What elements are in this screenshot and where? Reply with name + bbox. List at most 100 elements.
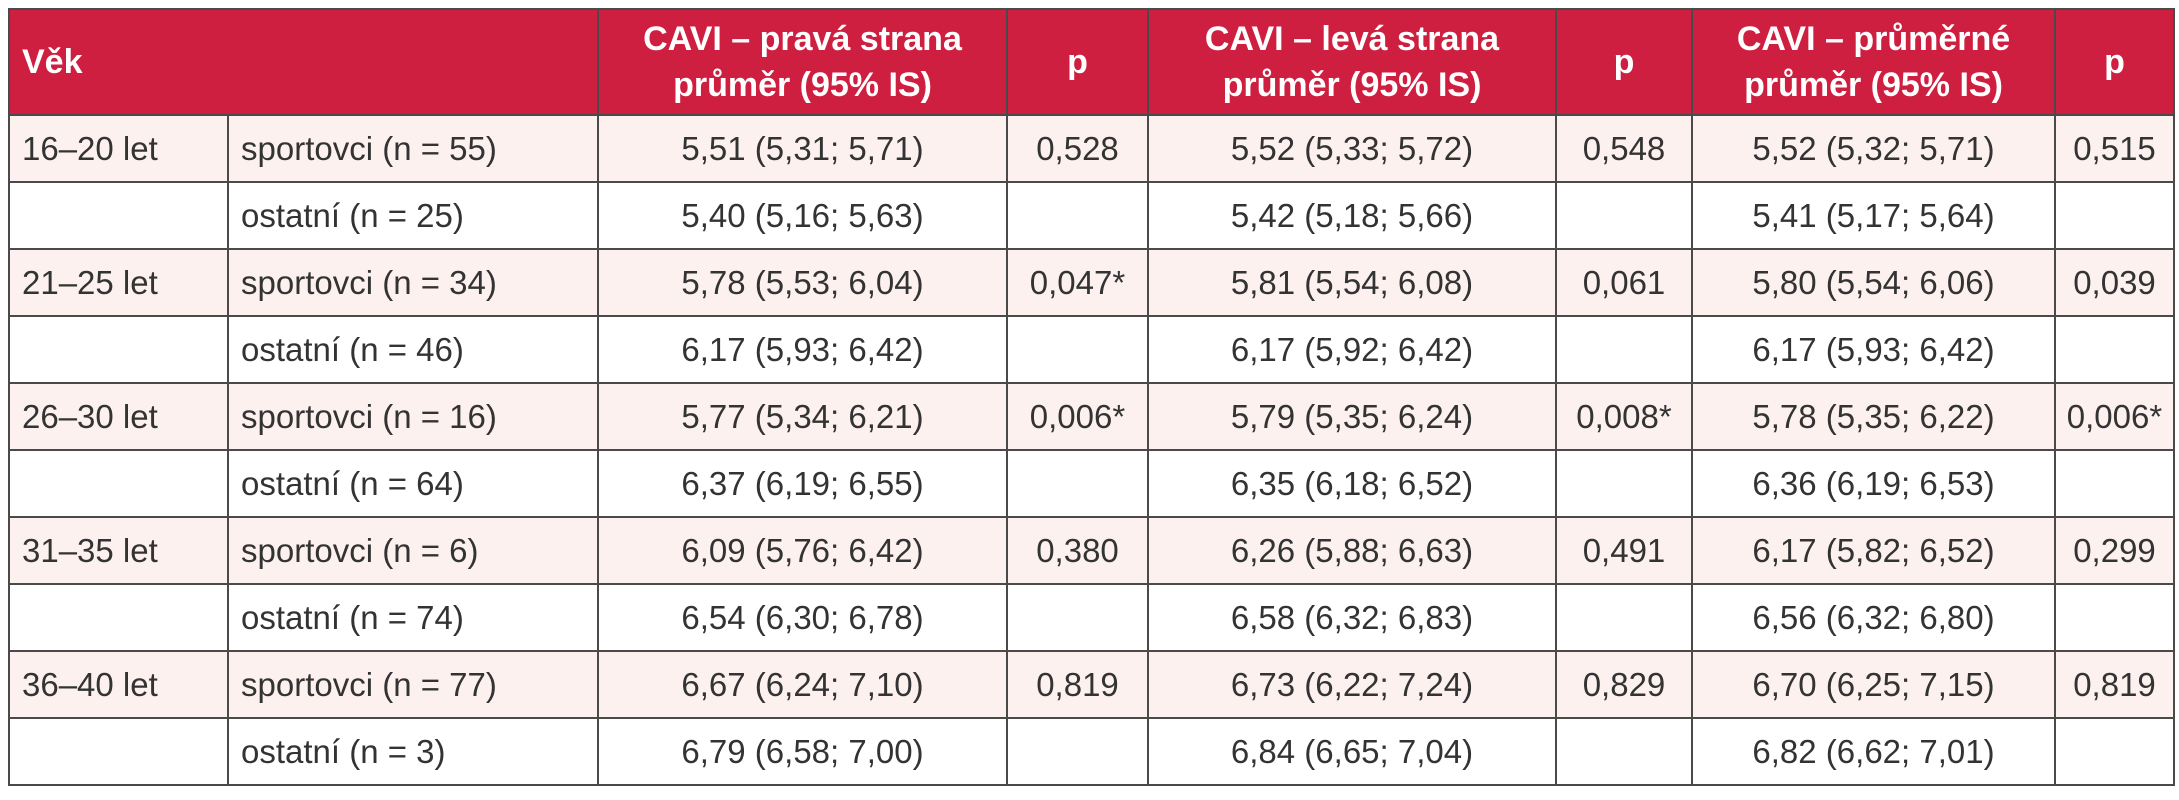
right-cell: 5,40 (5,16; 5,63): [597, 181, 1008, 250]
table-row: ostatní (n = 3) 6,79 (6,58; 7,00) 6,84 (…: [8, 717, 2175, 786]
table-row: ostatní (n = 64) 6,37 (6,19; 6,55) 6,35 …: [8, 449, 2175, 518]
left-cell: 5,42 (5,18; 5,66): [1147, 181, 1557, 250]
right-cell: 5,77 (5,34; 6,21): [597, 382, 1008, 451]
p2-cell: [1555, 315, 1693, 384]
header-left-line1: CAVI – levá strana: [1204, 20, 1500, 58]
group-cell: ostatní (n = 46): [227, 315, 599, 384]
avg-cell: 6,82 (6,62; 7,01): [1691, 717, 2056, 786]
group-cell: sportovci (n = 77): [227, 650, 599, 719]
left-cell: 6,35 (6,18; 6,52): [1147, 449, 1557, 518]
age-cell: [8, 583, 229, 652]
avg-cell: 5,52 (5,32; 5,71): [1691, 114, 2056, 183]
avg-cell: 6,70 (6,25; 7,15): [1691, 650, 2056, 719]
header-right-line1: CAVI – pravá strana: [643, 20, 962, 58]
age-cell: 36–40 let: [8, 650, 229, 719]
group-cell: ostatní (n = 3): [227, 717, 599, 786]
avg-cell: 6,17 (5,93; 6,42): [1691, 315, 2056, 384]
left-cell: 5,52 (5,33; 5,72): [1147, 114, 1557, 183]
right-cell: 6,79 (6,58; 7,00): [597, 717, 1008, 786]
p3-cell: [2054, 717, 2175, 786]
age-cell: [8, 315, 229, 384]
p1-cell: [1006, 181, 1149, 250]
right-cell: 6,54 (6,30; 6,78): [597, 583, 1008, 652]
age-cell: [8, 449, 229, 518]
p3-cell: 0,006*: [2054, 382, 2175, 451]
table-row: ostatní (n = 74) 6,54 (6,30; 6,78) 6,58 …: [8, 583, 2175, 652]
left-cell: 6,17 (5,92; 6,42): [1147, 315, 1557, 384]
avg-cell: 5,80 (5,54; 6,06): [1691, 248, 2056, 317]
left-cell: 6,26 (5,88; 6,63): [1147, 516, 1557, 585]
left-cell: 6,58 (6,32; 6,83): [1147, 583, 1557, 652]
p2-cell: 0,008*: [1555, 382, 1693, 451]
table-row: 26–30 let sportovci (n = 16) 5,77 (5,34;…: [8, 382, 2175, 451]
group-cell: ostatní (n = 64): [227, 449, 599, 518]
header-right-line2: průměr (95% IS): [673, 66, 932, 104]
p1-cell: [1006, 315, 1149, 384]
p3-cell: 0,039: [2054, 248, 2175, 317]
header-p2: p: [1555, 8, 1693, 116]
p3-cell: 0,819: [2054, 650, 2175, 719]
p1-cell: [1006, 449, 1149, 518]
cavi-table: Věk CAVI – pravá strana průměr (95% IS) …: [8, 8, 2175, 786]
p2-cell: [1555, 583, 1693, 652]
p2-cell: [1555, 717, 1693, 786]
table-row: ostatní (n = 25) 5,40 (5,16; 5,63) 5,42 …: [8, 181, 2175, 250]
table-row: 21–25 let sportovci (n = 34) 5,78 (5,53;…: [8, 248, 2175, 317]
header-right: CAVI – pravá strana průměr (95% IS): [597, 8, 1008, 116]
table-container: Věk CAVI – pravá strana průměr (95% IS) …: [8, 8, 2175, 786]
p3-cell: 0,299: [2054, 516, 2175, 585]
p1-cell: [1006, 717, 1149, 786]
p1-cell: 0,006*: [1006, 382, 1149, 451]
right-cell: 5,78 (5,53; 6,04): [597, 248, 1008, 317]
header-avg: CAVI – průměrné průměr (95% IS): [1691, 8, 2056, 116]
header-p1: p: [1006, 8, 1149, 116]
group-cell: ostatní (n = 74): [227, 583, 599, 652]
p2-cell: 0,061: [1555, 248, 1693, 317]
header-row: Věk CAVI – pravá strana průměr (95% IS) …: [8, 8, 2175, 116]
header-p3: p: [2054, 8, 2175, 116]
header-left: CAVI – levá strana průměr (95% IS): [1147, 8, 1557, 116]
header-age: Věk: [8, 8, 599, 116]
left-cell: 5,79 (5,35; 6,24): [1147, 382, 1557, 451]
p1-cell: 0,819: [1006, 650, 1149, 719]
header-left-line2: průměr (95% IS): [1222, 66, 1482, 104]
p1-cell: [1006, 583, 1149, 652]
age-cell: 26–30 let: [8, 382, 229, 451]
left-cell: 6,73 (6,22; 7,24): [1147, 650, 1557, 719]
p1-cell: 0,047*: [1006, 248, 1149, 317]
right-cell: 6,67 (6,24; 7,10): [597, 650, 1008, 719]
p3-cell: 0,515: [2054, 114, 2175, 183]
p1-cell: 0,528: [1006, 114, 1149, 183]
age-cell: [8, 181, 229, 250]
group-cell: ostatní (n = 25): [227, 181, 599, 250]
p2-cell: 0,548: [1555, 114, 1693, 183]
p2-cell: 0,491: [1555, 516, 1693, 585]
p3-cell: [2054, 449, 2175, 518]
header-avg-line1: CAVI – průměrné: [1736, 20, 2011, 58]
right-cell: 6,09 (5,76; 6,42): [597, 516, 1008, 585]
table-row: 36–40 let sportovci (n = 77) 6,67 (6,24;…: [8, 650, 2175, 719]
p3-cell: [2054, 181, 2175, 250]
p3-cell: [2054, 315, 2175, 384]
table-row: 16–20 let sportovci (n = 55) 5,51 (5,31;…: [8, 114, 2175, 183]
age-cell: 21–25 let: [8, 248, 229, 317]
group-cell: sportovci (n = 6): [227, 516, 599, 585]
age-cell: 31–35 let: [8, 516, 229, 585]
left-cell: 6,84 (6,65; 7,04): [1147, 717, 1557, 786]
right-cell: 6,17 (5,93; 6,42): [597, 315, 1008, 384]
avg-cell: 6,56 (6,32; 6,80): [1691, 583, 2056, 652]
table-row: 31–35 let sportovci (n = 6) 6,09 (5,76; …: [8, 516, 2175, 585]
p2-cell: [1555, 449, 1693, 518]
right-cell: 5,51 (5,31; 5,71): [597, 114, 1008, 183]
avg-cell: 5,41 (5,17; 5,64): [1691, 181, 2056, 250]
header-avg-line2: průměr (95% IS): [1744, 66, 2003, 104]
group-cell: sportovci (n = 16): [227, 382, 599, 451]
p1-cell: 0,380: [1006, 516, 1149, 585]
left-cell: 5,81 (5,54; 6,08): [1147, 248, 1557, 317]
p2-cell: [1555, 181, 1693, 250]
right-cell: 6,37 (6,19; 6,55): [597, 449, 1008, 518]
age-cell: [8, 717, 229, 786]
avg-cell: 6,36 (6,19; 6,53): [1691, 449, 2056, 518]
p3-cell: [2054, 583, 2175, 652]
table-row: ostatní (n = 46) 6,17 (5,93; 6,42) 6,17 …: [8, 315, 2175, 384]
